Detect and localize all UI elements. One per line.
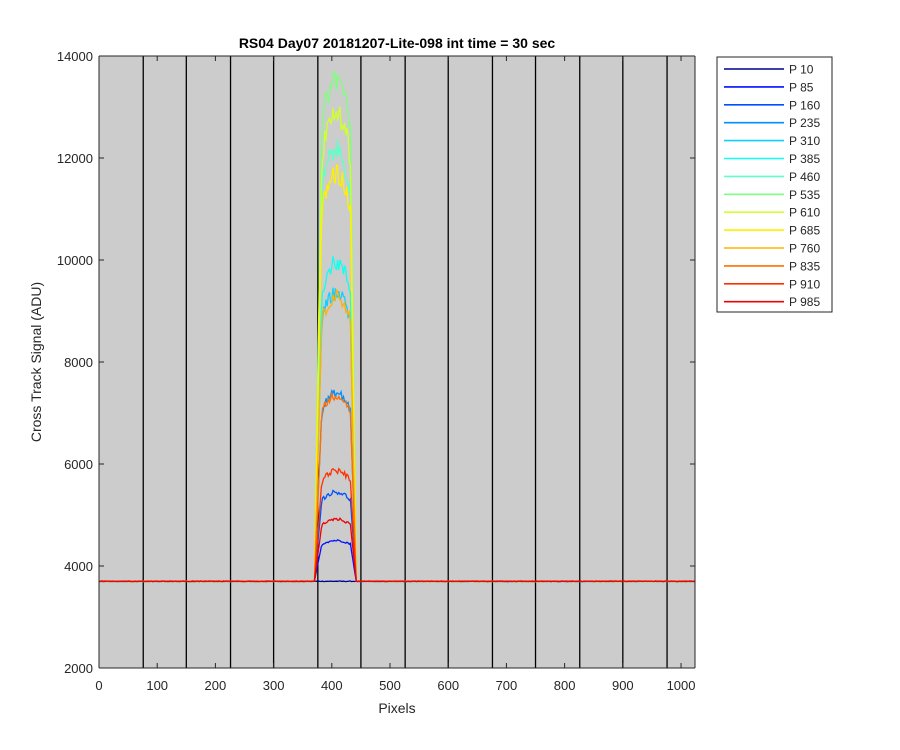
legend-label: P 160 (789, 98, 820, 112)
x-tick-label: 600 (437, 678, 459, 693)
y-tick-label: 8000 (64, 355, 93, 370)
y-tick-label: 4000 (64, 559, 93, 574)
x-tick-label: 200 (205, 678, 227, 693)
legend: P 10 P 85 P 160 P 235 P 310 P 385 P 460 P 535 P … (716, 56, 833, 313)
chart-title: RS04 Day07 20181207-Lite-098 int time = … (239, 35, 556, 51)
legend-box (716, 56, 833, 313)
x-tick-label: 0 (95, 678, 102, 693)
legend-label: P 685 (789, 224, 820, 238)
x-axis-label: Pixels (378, 700, 415, 716)
x-tick-label: 800 (554, 678, 576, 693)
y-axis-label: Cross Track Signal (ADU) (28, 282, 44, 442)
y-axis-ticks: 2000 4000 6000 8000 10000 12000 14000 (57, 49, 695, 676)
legend-label: P 310 (789, 134, 820, 148)
legend-label: P 985 (789, 295, 820, 309)
plot-background (99, 56, 695, 668)
legend-label: P 910 (789, 277, 820, 291)
series-layer (98, 70, 696, 583)
legend-label: P 85 (789, 80, 814, 94)
x-tick-label: 500 (379, 678, 401, 693)
legend-label: P 760 (789, 242, 820, 256)
x-tick-label: 400 (321, 678, 343, 693)
x-tick-label: 900 (612, 678, 634, 693)
legend-label: P 535 (789, 188, 820, 202)
legend-label: P 235 (789, 116, 820, 130)
y-tick-label: 12000 (57, 151, 93, 166)
legend-label: P 10 (789, 63, 814, 77)
y-tick-label: 2000 (64, 661, 93, 676)
legend-label: P 835 (789, 259, 820, 273)
x-tick-label: 1000 (667, 678, 696, 693)
y-tick-label: 6000 (64, 457, 93, 472)
legend-label: P 385 (789, 152, 820, 166)
x-tick-label: 700 (496, 678, 518, 693)
legend-label: P 460 (789, 170, 820, 184)
series-line (98, 517, 696, 583)
x-tick-label: 100 (146, 678, 168, 693)
y-tick-label: 10000 (57, 253, 93, 268)
y-tick-label: 14000 (57, 49, 93, 64)
legend-label: P 610 (789, 206, 820, 220)
x-tick-label: 300 (263, 678, 285, 693)
x-axis-ticks: 0 100 200 300 400 500 600 700 800 900 1000 (95, 56, 695, 693)
